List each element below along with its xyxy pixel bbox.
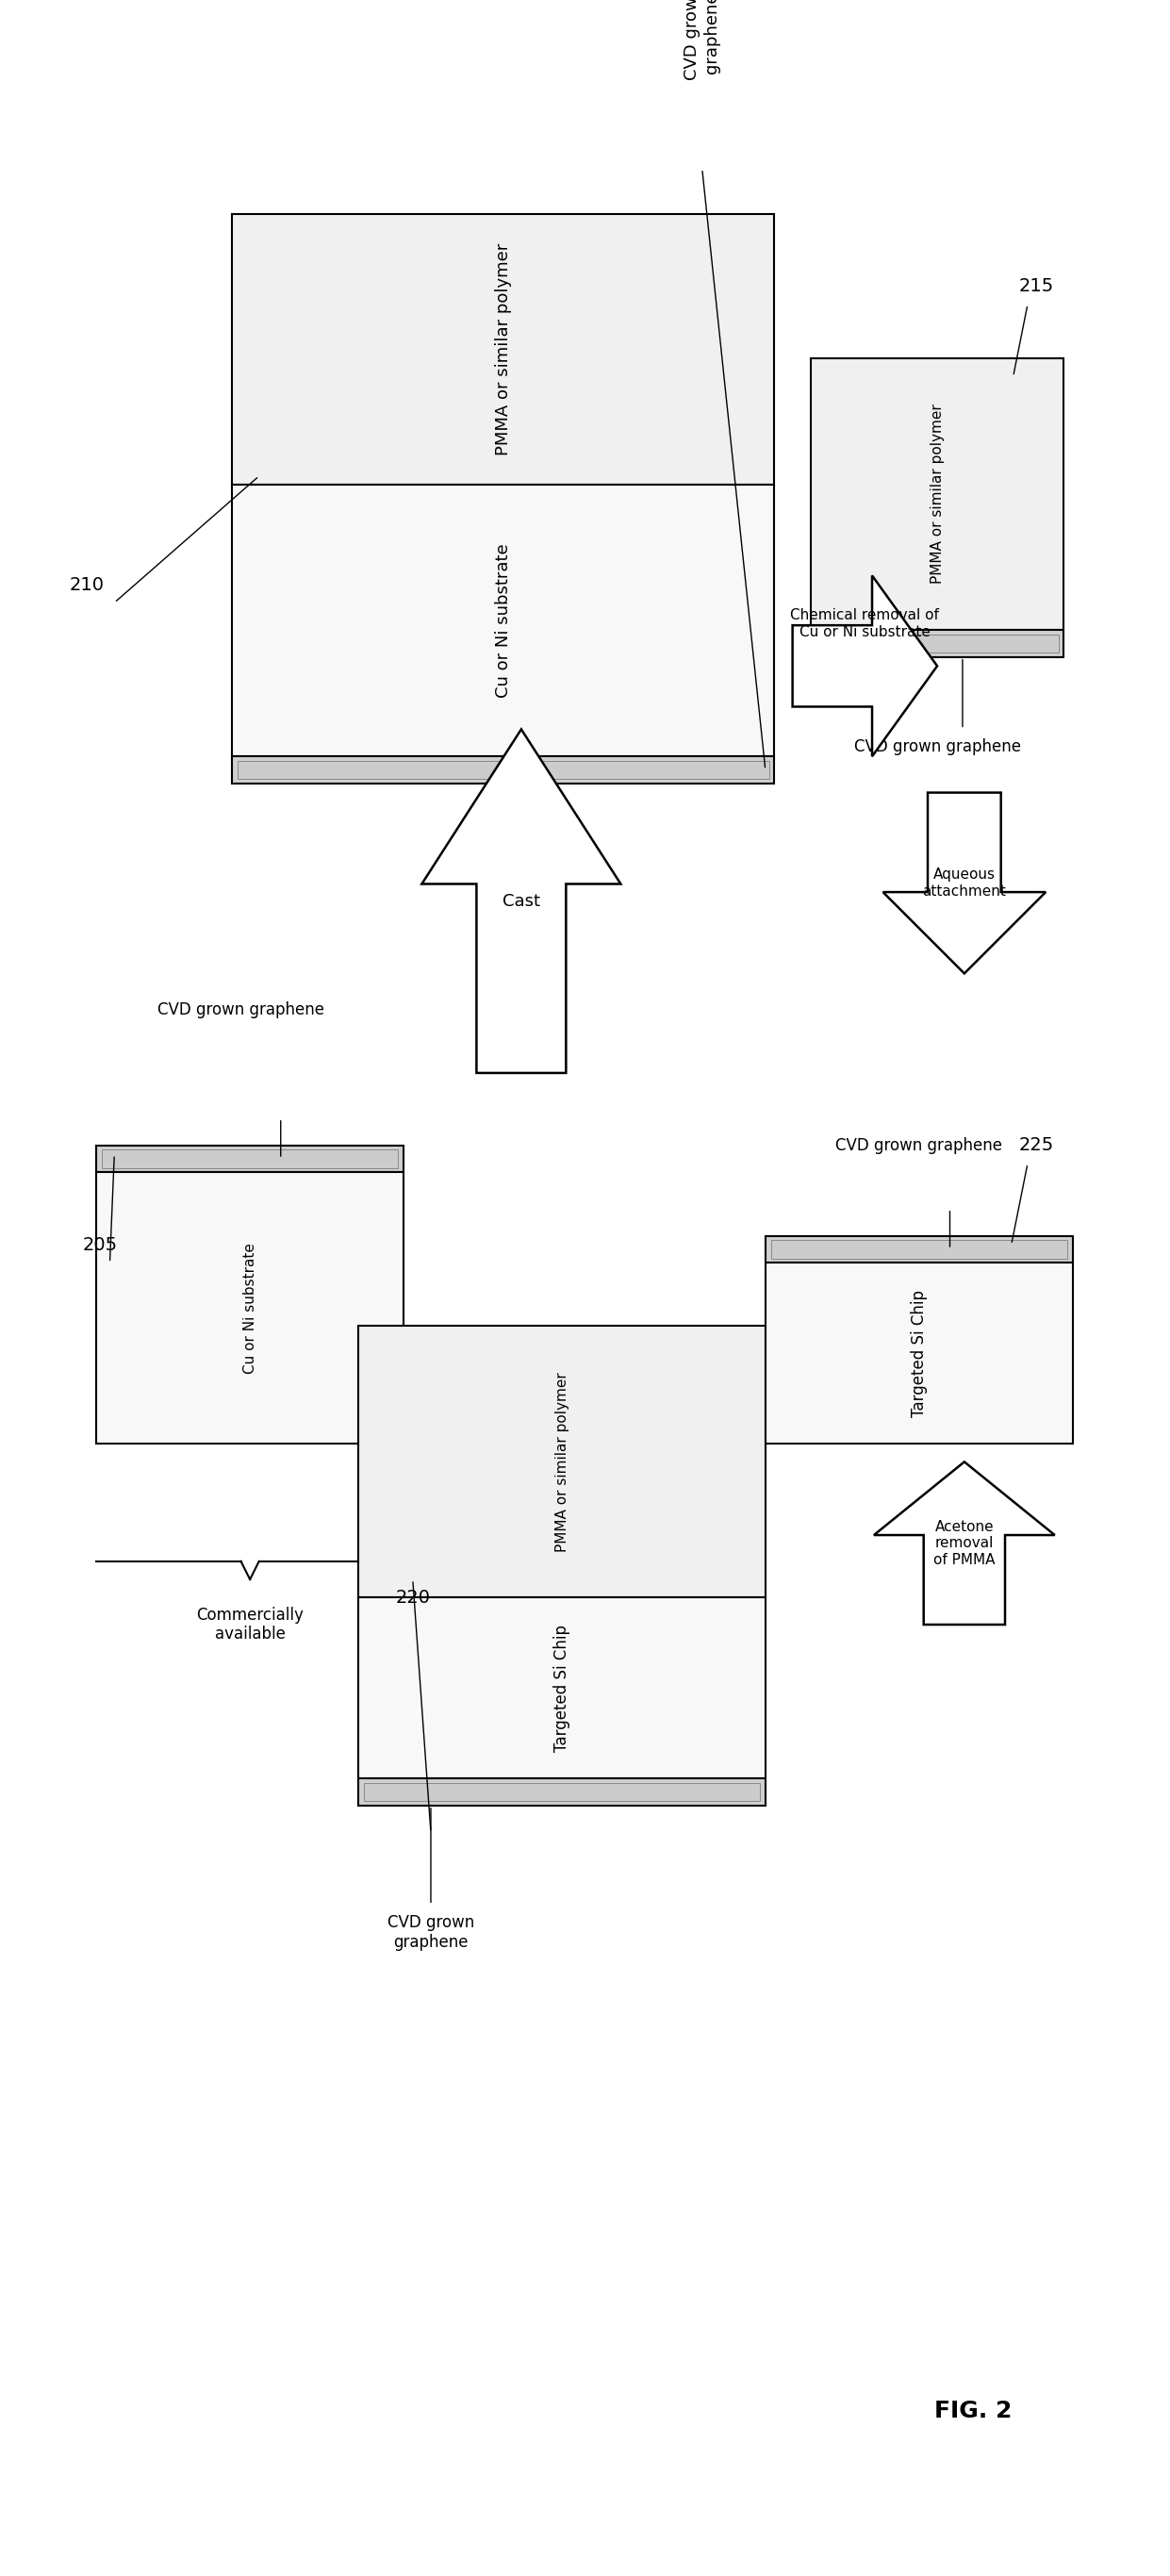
Text: Cu or Ni substrate: Cu or Ni substrate (495, 544, 511, 698)
Text: CVD grown graphene: CVD grown graphene (854, 739, 1020, 755)
Bar (102, 1149, 398, 1167)
Text: Aqueous
attachment: Aqueous attachment (922, 868, 1006, 899)
Bar (771, 1239, 1067, 1257)
Text: PMMA or similar polymer: PMMA or similar polymer (555, 1373, 569, 1551)
Bar (238, 760, 769, 778)
Bar (96, 1172, 404, 1443)
Polygon shape (883, 793, 1046, 974)
Text: Commercially
available: Commercially available (197, 1607, 304, 1643)
Text: CVD grown graphene: CVD grown graphene (835, 1136, 1003, 1154)
Bar (811, 629, 1064, 657)
Text: Chemical removal of
Cu or Ni substrate: Chemical removal of Cu or Ni substrate (791, 608, 940, 639)
Bar (765, 1262, 1073, 1443)
Text: 220: 220 (395, 1589, 431, 1607)
Text: Targeted Si Chip: Targeted Si Chip (910, 1291, 928, 1417)
Text: CVD grown
graphene: CVD grown graphene (683, 0, 721, 80)
Bar (96, 1146, 404, 1172)
Text: Targeted Si Chip: Targeted Si Chip (553, 1625, 571, 1752)
Text: 205: 205 (83, 1236, 118, 1255)
Bar (358, 1327, 765, 1597)
Text: 215: 215 (1019, 278, 1054, 296)
Bar (765, 1236, 1073, 1262)
Text: PMMA or similar polymer: PMMA or similar polymer (930, 404, 944, 585)
Polygon shape (874, 1461, 1055, 1625)
Text: 210: 210 (70, 574, 104, 592)
Bar (232, 757, 775, 783)
Text: FIG. 2: FIG. 2 (935, 2401, 1012, 2421)
Bar (232, 214, 775, 484)
Text: CVD grown graphene: CVD grown graphene (158, 1002, 324, 1018)
Text: Acetone
removal
of PMMA: Acetone removal of PMMA (934, 1520, 996, 1566)
Text: Cu or Ni substrate: Cu or Ni substrate (243, 1242, 257, 1373)
Bar (232, 484, 775, 757)
Bar (358, 1777, 765, 1806)
Bar (358, 1597, 765, 1777)
Text: Cast: Cast (502, 894, 541, 909)
Text: CVD grown
graphene: CVD grown graphene (387, 1914, 474, 1950)
Text: 225: 225 (1019, 1136, 1054, 1154)
Bar (815, 634, 1059, 652)
Bar (364, 1783, 761, 1801)
Bar (811, 358, 1064, 629)
Polygon shape (792, 574, 937, 757)
Text: PMMA or similar polymer: PMMA or similar polymer (495, 242, 511, 456)
Polygon shape (421, 729, 621, 1074)
